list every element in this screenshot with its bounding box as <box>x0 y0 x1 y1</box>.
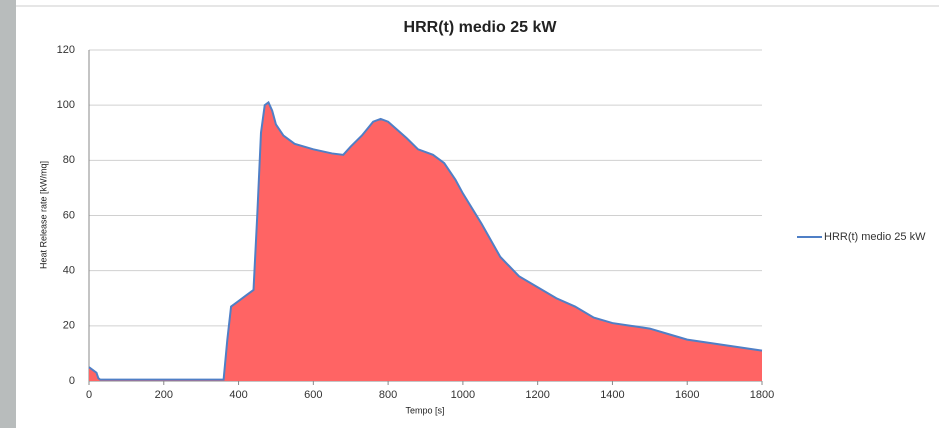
x-tick-label: 800 <box>379 389 397 401</box>
x-tick-label: 1800 <box>750 389 774 401</box>
line-series <box>88 100 763 381</box>
y-tick-label: 120 <box>57 44 75 56</box>
y-tick-label: 80 <box>63 154 75 166</box>
x-tick-label: 1600 <box>675 389 699 401</box>
x-tick-label: 1400 <box>600 389 624 401</box>
x-tick-label: 0 <box>86 389 92 401</box>
y-tick-label: 60 <box>63 209 75 221</box>
x-tick-label: 600 <box>304 389 322 401</box>
y-tick-label: 100 <box>57 99 75 111</box>
background-image <box>0 0 16 428</box>
legend-label: HRR(t) medio 25 kW <box>824 231 926 243</box>
y-axis-title: Heat Release rate [kW/mq] <box>38 161 48 269</box>
y-tick-label: 0 <box>69 375 75 387</box>
x-axis-title: Tempo [s] <box>405 405 444 415</box>
x-tick-label: 400 <box>229 389 247 401</box>
chart-title: HRR(t) medio 25 kW <box>404 19 558 36</box>
x-tick-label: 200 <box>155 389 173 401</box>
y-tick-label: 20 <box>63 320 75 332</box>
x-tick-label: 1200 <box>525 389 549 401</box>
area-fill <box>89 102 762 382</box>
x-tick-label: 1000 <box>451 389 475 401</box>
y-tick-label: 40 <box>63 265 75 277</box>
